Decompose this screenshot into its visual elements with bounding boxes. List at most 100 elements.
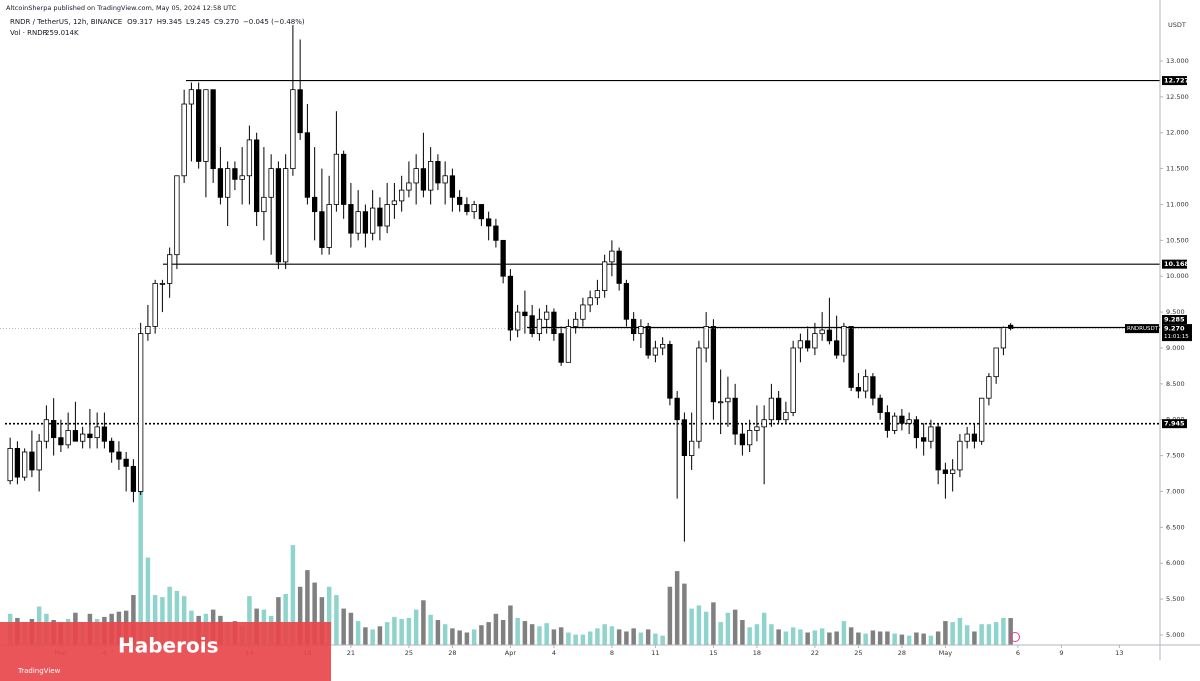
- volume-bar: [776, 629, 781, 645]
- candle-body: [906, 419, 912, 424]
- volume-bar: [377, 626, 383, 645]
- candle-body: [312, 196, 318, 213]
- volume-bar: [551, 629, 557, 645]
- volume-bar: [667, 586, 673, 645]
- volume-bar: [522, 621, 528, 645]
- countdown: 11:01:15: [1164, 334, 1189, 340]
- level-label: 7.945: [1164, 420, 1185, 428]
- volume-bar: [399, 618, 404, 645]
- candle-body: [210, 89, 216, 170]
- candle-body: [319, 211, 325, 248]
- volume-bar: [174, 590, 180, 645]
- volume-bar: [812, 630, 818, 645]
- candle-body: [681, 419, 688, 456]
- volume-bar: [732, 609, 738, 645]
- candle-body: [14, 448, 21, 478]
- candle-body: [609, 250, 615, 263]
- volume-bar: [841, 621, 847, 645]
- candle-body: [660, 343, 666, 349]
- y-tick-label: 11.000: [1166, 200, 1189, 208]
- candle-body: [406, 182, 412, 191]
- volume-bar: [834, 631, 839, 645]
- volume-bar: [827, 632, 832, 645]
- candle-body: [428, 161, 434, 191]
- price-label: 9.270: [1164, 325, 1185, 333]
- volume-bar: [769, 624, 774, 645]
- volume-bar: [993, 622, 999, 645]
- candle-body: [638, 326, 644, 335]
- candle-body: [1008, 324, 1014, 329]
- candle-body: [225, 168, 231, 198]
- candle-body: [623, 282, 630, 320]
- volume-bar: [152, 595, 158, 645]
- candle-body: [892, 415, 898, 431]
- candle-body: [261, 196, 267, 213]
- candle-body: [979, 397, 985, 442]
- price-pane: [0, 25, 1160, 542]
- candle-body: [602, 261, 608, 291]
- candle-body: [921, 437, 927, 442]
- volume-bar: [595, 628, 600, 645]
- volume-bar: [798, 629, 803, 645]
- level-badge: [1162, 76, 1187, 86]
- candle-body: [667, 343, 673, 399]
- candle-body: [174, 175, 180, 256]
- candle-body: [689, 440, 695, 456]
- volume-bar: [334, 595, 339, 645]
- ohlc-value: H9.345: [157, 18, 182, 26]
- x-tick-label: 25: [854, 649, 862, 657]
- candle-body: [964, 433, 970, 442]
- volume-bar: [580, 634, 586, 645]
- volume-bar: [848, 627, 854, 645]
- x-tick-label: 28: [898, 649, 906, 657]
- candle-body: [217, 168, 224, 198]
- volume-bar: [500, 620, 506, 645]
- candle-body: [522, 311, 528, 317]
- symbol-badge: [1125, 324, 1159, 334]
- volume-bar: [682, 583, 687, 645]
- candle-body: [565, 326, 572, 363]
- ohlc-value: C9.270: [214, 18, 239, 26]
- y-tick-label: 6.500: [1166, 523, 1185, 531]
- volume-bar: [413, 609, 419, 645]
- candle-body: [254, 139, 260, 213]
- candle-body: [297, 89, 303, 134]
- candle-body: [58, 437, 64, 446]
- candle-body: [877, 397, 883, 413]
- volume-bar: [573, 634, 578, 645]
- x-tick-label: 21: [347, 649, 355, 657]
- x-tick-label: 28: [448, 649, 456, 657]
- candle-body: [500, 239, 506, 277]
- y-tick-label: 12.000: [1166, 129, 1189, 137]
- y-tick-label: 10.500: [1166, 236, 1189, 244]
- volume-bar: [305, 570, 310, 645]
- volume-bar: [964, 625, 970, 645]
- volume-bar: [486, 622, 491, 645]
- ohlc-value: O9.317: [127, 18, 153, 26]
- volume-bar: [145, 557, 151, 645]
- candle-body: [718, 401, 724, 404]
- volume-bar: [529, 624, 535, 645]
- candle-body: [848, 326, 854, 388]
- volume-bar: [660, 635, 665, 645]
- y-tick-label: 12.500: [1166, 93, 1189, 101]
- candle-body: [739, 433, 746, 446]
- volume-bar: [406, 617, 412, 645]
- volume-value: 259.014K: [45, 29, 79, 37]
- volume-bar: [870, 630, 876, 645]
- volume-bar: [943, 621, 948, 645]
- candle-body: [29, 451, 35, 471]
- volume-bar: [131, 595, 136, 645]
- candle-body: [239, 175, 245, 180]
- y-tick-label: 11.500: [1166, 165, 1189, 173]
- candle-body: [370, 207, 376, 234]
- candle-body: [950, 469, 956, 474]
- volume-bar: [892, 633, 897, 645]
- volume-bar: [711, 602, 716, 645]
- volume-bar: [979, 624, 984, 645]
- candle-body: [290, 89, 296, 170]
- candle-body: [464, 204, 470, 213]
- logo-text: TradingView: [17, 667, 61, 675]
- x-tick-label: 4: [552, 649, 556, 657]
- volume-bar: [689, 608, 694, 645]
